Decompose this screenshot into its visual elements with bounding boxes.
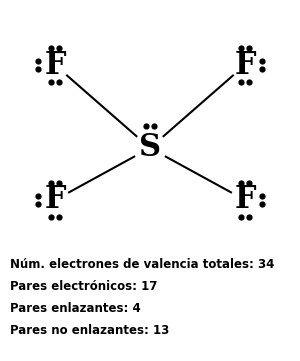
Text: F: F [44, 184, 66, 216]
Text: F: F [44, 49, 66, 81]
Text: F: F [234, 49, 256, 81]
Text: S: S [139, 132, 161, 164]
Text: Pares electrónicos: 17: Pares electrónicos: 17 [10, 280, 158, 293]
Text: Pares enlazantes: 4: Pares enlazantes: 4 [10, 302, 141, 315]
Text: Núm. electrones de valencia totales: 34: Núm. electrones de valencia totales: 34 [10, 258, 274, 271]
Text: F: F [234, 184, 256, 216]
Text: Pares no enlazantes: 13: Pares no enlazantes: 13 [10, 324, 169, 337]
